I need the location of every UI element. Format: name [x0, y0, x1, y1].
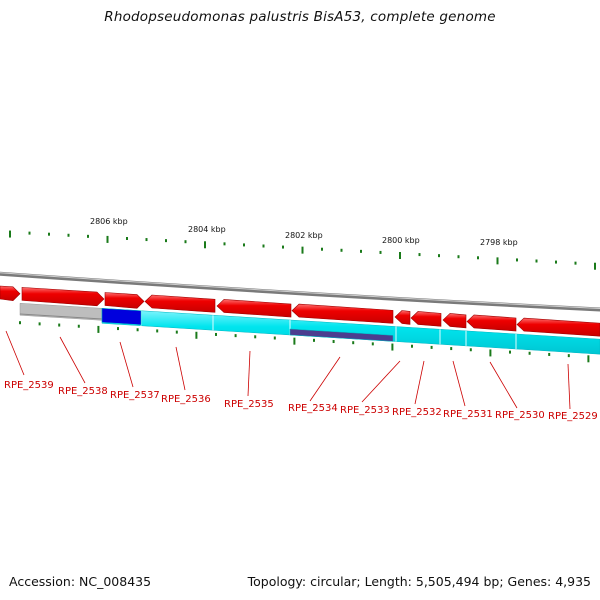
ruler-label: 2804 kbp — [188, 225, 226, 234]
highlight-blue — [101, 308, 142, 326]
gene-arrow — [291, 303, 394, 324]
gene-arrow — [216, 299, 292, 318]
gene-arrow — [410, 311, 442, 327]
label-leader — [5, 330, 25, 376]
ruler-ticks — [9, 230, 596, 270]
gene-arrow — [394, 310, 411, 325]
gene-arrow — [144, 294, 216, 313]
label-leader — [567, 363, 571, 410]
label-leader — [489, 361, 518, 409]
gene-arrows-track — [0, 285, 600, 337]
ruler-label: 2800 kbp — [382, 236, 420, 245]
genome-backbone-outer — [0, 271, 600, 312]
gene-label: RPE_2536 — [161, 394, 211, 405]
gene-label: RPE_2530 — [495, 410, 545, 421]
label-leader — [247, 350, 251, 397]
gene-arrow — [0, 285, 21, 301]
gene-arrow — [516, 317, 600, 337]
ruler-label: 2802 kbp — [285, 231, 323, 240]
label-leader — [175, 346, 186, 391]
label-leader — [119, 341, 134, 388]
gene-label: RPE_2533 — [340, 405, 390, 416]
gene-label: RPE_2529 — [548, 411, 598, 422]
gene-label: RPE_2535 — [224, 399, 274, 410]
gene-arrow — [466, 314, 517, 332]
label-leader — [309, 356, 341, 402]
ruler-label: 2798 kbp — [480, 238, 518, 247]
map-title: Rhodopseudomonas palustris BisA53, compl… — [104, 9, 496, 25]
ruler-labels: 2806 kbp 2804 kbp 2802 kbp 2800 kbp 2798 kbp — [90, 217, 518, 247]
label-leader — [414, 360, 425, 405]
gene-label: RPE_2531 — [443, 409, 493, 420]
gene-arrow — [104, 292, 145, 309]
label-leader — [59, 336, 86, 384]
gene-label: RPE_2537 — [110, 390, 160, 401]
gene-label: RPE_2539 — [4, 380, 54, 391]
gene-arrow — [442, 313, 467, 329]
gene-labels: RPE_2539 RPE_2538 RPE_2537 RPE_2536 RPE_2535… — [4, 380, 598, 422]
topology-label: Topology: circular; Length: 5,505,494 bp… — [247, 574, 591, 589]
grey-segment-edge — [19, 313, 103, 320]
gene-label: RPE_2538 — [58, 386, 108, 397]
accession-label: Accession: NC_008435 — [9, 574, 152, 589]
genome-backbone-outer-highlight — [0, 272, 600, 310]
highlight-purple — [289, 328, 394, 342]
gene-arrow — [21, 287, 105, 307]
label-leader — [452, 360, 466, 407]
gene-label-leaders — [5, 330, 571, 410]
lower-feature-track — [19, 302, 600, 355]
gene-label: RPE_2534 — [288, 403, 338, 414]
ruler-label: 2806 kbp — [90, 217, 128, 226]
label-leader — [361, 360, 401, 403]
gene-label: RPE_2532 — [392, 407, 442, 418]
lower-ticks — [19, 321, 590, 363]
